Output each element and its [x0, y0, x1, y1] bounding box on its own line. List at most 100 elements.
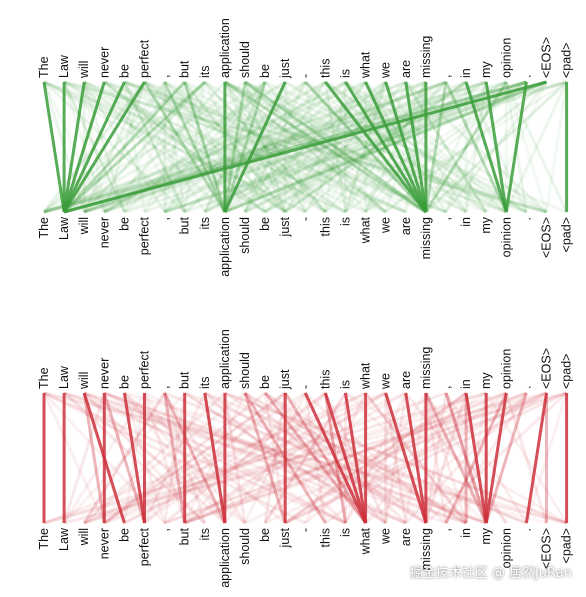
- attention-link-faint: [344, 81, 388, 213]
- token-label-source: what: [359, 51, 373, 79]
- attention-link-faint: [123, 391, 387, 525]
- attention-link-faint: [164, 80, 487, 214]
- token-label-target: but: [178, 527, 192, 545]
- attention-link-strong: [484, 81, 508, 213]
- attention-link-faint: [123, 80, 407, 214]
- attention-link-faint: [183, 81, 287, 213]
- token-label-target: never: [97, 217, 111, 248]
- attention-link-faint: [82, 392, 166, 524]
- token-label-source: opinion: [499, 38, 513, 78]
- attention-link-faint: [243, 81, 307, 213]
- attention-link-faint: [223, 81, 307, 213]
- token-label-source: never: [97, 358, 111, 389]
- attention-link-faint: [123, 81, 187, 213]
- attention-link-faint: [123, 80, 447, 214]
- attention-link-faint: [424, 392, 468, 524]
- attention-link-faint: [184, 80, 548, 214]
- attention-link-strong: [404, 81, 428, 213]
- attention-link-faint: [283, 81, 367, 213]
- attention-link-strong: [364, 81, 428, 213]
- attention-link-faint: [284, 391, 488, 525]
- attention-link-medium: [424, 392, 488, 524]
- attention-link-faint: [103, 391, 487, 525]
- token-label-target: .: [519, 528, 533, 531]
- token-label-target: -: [298, 217, 312, 221]
- token-label-source: .: [519, 386, 533, 389]
- attention-link-faint: [504, 81, 548, 213]
- attention-link-faint: [323, 81, 347, 213]
- token-label-source: <EOS>: [540, 37, 554, 78]
- attention-link-faint: [123, 80, 527, 214]
- attention-link-faint: [83, 80, 567, 214]
- token-label-target: Law: [57, 216, 71, 240]
- token-label-target: should: [238, 528, 252, 565]
- attention-link-faint: [263, 81, 367, 213]
- token-label-target: missing: [419, 217, 433, 259]
- token-label-source: are: [399, 371, 413, 389]
- attention-link-faint: [504, 392, 548, 524]
- attention-link-faint: [163, 391, 327, 525]
- attention-link-medium: [183, 81, 227, 213]
- attention-link-faint: [122, 81, 167, 213]
- token-label-source: is: [339, 380, 353, 389]
- attention-link-medium: [163, 392, 227, 524]
- token-label-source: .: [519, 75, 533, 78]
- attention-link-faint: [524, 392, 569, 524]
- attention-link-faint: [83, 80, 226, 214]
- attention-link-faint: [43, 391, 567, 525]
- attention-link-faint: [243, 81, 307, 213]
- attention-link-faint: [223, 81, 307, 213]
- attention-link-faint: [62, 81, 166, 213]
- token-label-source: is: [339, 69, 353, 78]
- attention-link-faint: [284, 391, 467, 525]
- attention-link-faint: [143, 80, 487, 214]
- attention-link-faint: [82, 81, 146, 213]
- attention-link-faint: [264, 80, 467, 214]
- token-label-target: this: [318, 217, 332, 236]
- attention-link-faint: [63, 80, 347, 214]
- token-label-target: perfect: [138, 216, 152, 255]
- attention-link-faint: [303, 81, 327, 213]
- attention-link-faint: [82, 392, 166, 524]
- attention-link-faint: [444, 392, 488, 524]
- attention-link-faint: [83, 80, 487, 214]
- attention-link-strong: [223, 81, 287, 213]
- token-label-target: <EOS>: [540, 528, 554, 569]
- attention-link-medium: [444, 392, 488, 524]
- attention-link-faint: [123, 81, 187, 213]
- attention-link-strong: [42, 81, 66, 213]
- attention-link-faint: [43, 80, 306, 214]
- attention-link-faint: [103, 80, 447, 214]
- attention-link-faint: [404, 81, 488, 213]
- token-label-target: in: [459, 217, 473, 227]
- attention-link-faint: [42, 392, 106, 524]
- attention-link-faint: [43, 80, 527, 214]
- token-label-target: its: [198, 217, 212, 230]
- token-label-source: my: [479, 61, 493, 78]
- attention-link-strong: [344, 392, 368, 524]
- attention-link-faint: [344, 80, 528, 214]
- attention-link-medium: [143, 81, 227, 213]
- token-label-target: is: [339, 528, 353, 537]
- attention-link-faint: [62, 392, 106, 524]
- attention-link-faint: [204, 391, 427, 525]
- attention-link-faint: [283, 81, 307, 213]
- attention-link-faint: [344, 81, 388, 213]
- attention-link-faint: [204, 80, 507, 214]
- attention-link-faint: [103, 80, 287, 214]
- attention-link-medium: [63, 80, 186, 214]
- attention-link-faint: [163, 81, 187, 213]
- token-label-source: just: [278, 369, 292, 390]
- attention-link-faint: [243, 81, 307, 213]
- attention-link-faint: [63, 80, 407, 214]
- attention-link-faint: [43, 80, 266, 214]
- attention-link-faint: [384, 392, 408, 524]
- attention-link-faint: [243, 81, 327, 213]
- attention-link-faint: [83, 80, 287, 214]
- attention-link-faint: [43, 391, 347, 525]
- attention-link-faint: [143, 80, 287, 214]
- attention-link-faint: [143, 391, 327, 525]
- attention-link-faint: [103, 391, 287, 525]
- attention-link-faint: [424, 392, 448, 524]
- attention-link-faint: [103, 81, 186, 213]
